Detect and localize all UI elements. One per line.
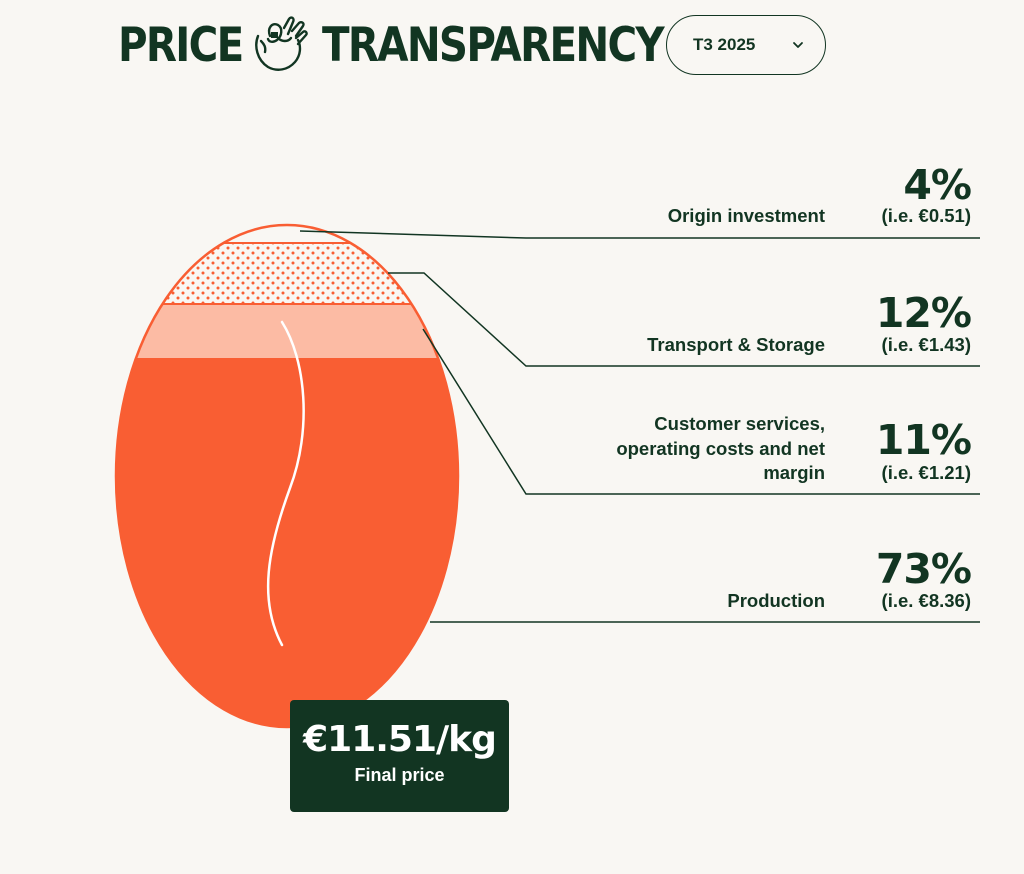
leader-line-origin xyxy=(299,230,980,239)
row-amount-customer-services: (i.e. €1.21) xyxy=(881,462,971,483)
page-title: PRICE TRANSPARENCY xyxy=(118,12,665,78)
row-percent-transport-storage: 12% xyxy=(875,289,972,337)
segment-production xyxy=(116,358,458,727)
row-amount-origin-investment: (i.e. €0.51) xyxy=(881,205,971,226)
leader-line-transport xyxy=(388,272,980,367)
final-price-card: €11.51/kg Final price xyxy=(290,700,509,812)
ok-hand-icon xyxy=(255,16,308,71)
row-label-production: Production xyxy=(727,590,825,611)
row-amount-transport-storage: (i.e. €1.43) xyxy=(881,334,971,355)
period-select[interactable]: T3 2025 xyxy=(666,15,826,75)
row-amount-production: (i.e. €8.36) xyxy=(881,590,971,611)
row-label-customer-services: Customer services, operating costs and n… xyxy=(616,413,825,483)
chevron-down-icon xyxy=(793,42,803,48)
row-label-origin-investment: Origin investment xyxy=(667,205,825,226)
final-price-value: €11.51/kg xyxy=(303,719,497,760)
row-label-transport-storage: Transport & Storage xyxy=(647,334,825,355)
row-percent-origin-investment: 4% xyxy=(903,161,972,209)
bean-outline xyxy=(114,223,460,729)
row-percent-production: 73% xyxy=(875,545,972,593)
leader-line-customer-services xyxy=(422,328,980,495)
bean-crease xyxy=(266,320,305,647)
period-select-value: T3 2025 xyxy=(693,35,756,54)
final-price-label: Final price xyxy=(354,765,445,785)
row-percent-customer-services: 11% xyxy=(875,416,972,464)
